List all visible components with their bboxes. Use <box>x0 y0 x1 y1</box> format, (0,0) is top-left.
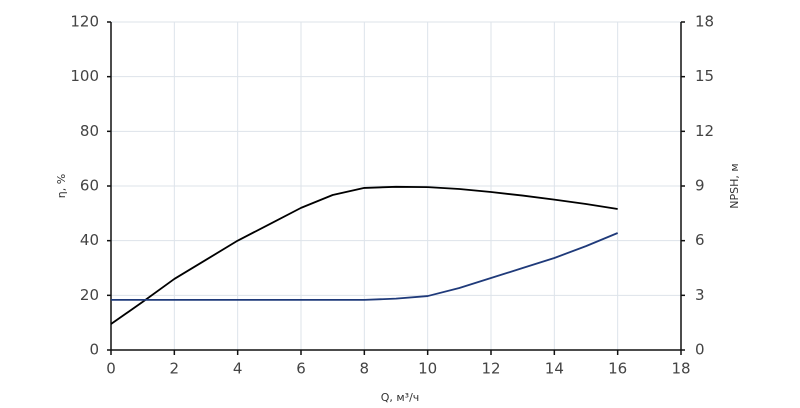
x-tick-label: 18 <box>671 360 690 378</box>
y-tick-label: 40 <box>80 231 99 249</box>
x-tick-label: 8 <box>360 360 370 378</box>
y-tick-label: 0 <box>89 341 99 359</box>
x-tick-label: 0 <box>106 360 116 378</box>
x-tick-label: 12 <box>481 360 500 378</box>
y-tick-label: 80 <box>80 122 99 140</box>
x-tick-label: 2 <box>170 360 180 378</box>
y2-tick-label: 15 <box>695 67 714 85</box>
y2-tick-label: 18 <box>695 13 714 31</box>
y2-tick-label: 12 <box>695 122 714 140</box>
y2-tick-label: 0 <box>695 341 705 359</box>
x-tick-label: 10 <box>418 360 437 378</box>
y2-tick-label: 6 <box>695 231 705 249</box>
x-axis-label: Q, м³/ч <box>381 391 420 404</box>
y2-tick-label: 3 <box>695 286 705 304</box>
x-tick-label: 16 <box>608 360 627 378</box>
y2-tick-label: 9 <box>695 177 705 195</box>
y-axis-label: η, % <box>55 174 68 198</box>
y-tick-label: 100 <box>70 67 99 85</box>
x-tick-label: 4 <box>233 360 243 378</box>
data-line <box>111 232 619 301</box>
data-line <box>110 185 618 325</box>
x-tick-label: 6 <box>296 360 306 378</box>
x-tick-label: 14 <box>545 360 564 378</box>
y2-axis-label: NPSH, м <box>728 163 741 208</box>
y-tick-label: 60 <box>80 177 99 195</box>
y-tick-label: 20 <box>80 286 99 304</box>
y-tick-label: 120 <box>70 13 99 31</box>
